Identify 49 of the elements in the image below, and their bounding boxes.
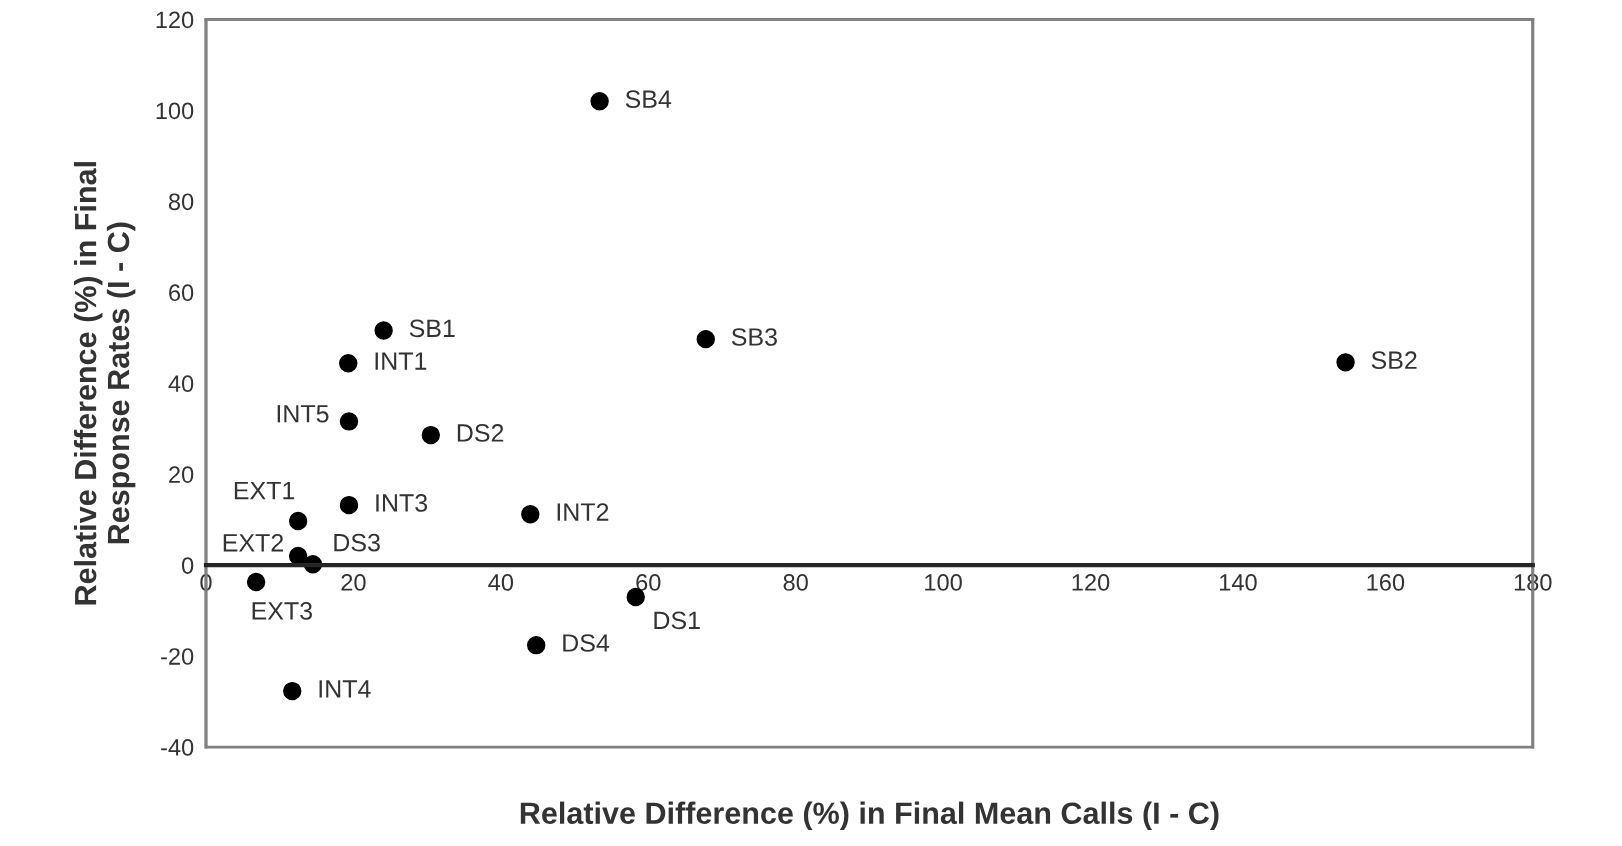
y-tick-label: 80	[168, 193, 194, 211]
annotation: SB4	[625, 90, 672, 109]
annotation: DS4	[563, 634, 610, 652]
y-tick-label: -40	[161, 739, 194, 756]
x-tick-label: 100	[925, 574, 962, 591]
point	[339, 495, 359, 515]
annotation: DS1	[654, 611, 700, 630]
point	[283, 681, 302, 701]
annotation: INT2	[557, 503, 609, 521]
annotation: SB2	[1371, 351, 1417, 370]
point	[527, 635, 546, 655]
y-tick-label: 0	[181, 557, 194, 574]
x-tick-label: 160	[1367, 574, 1405, 591]
point	[246, 572, 266, 592]
point	[421, 425, 440, 445]
annotation: DS2	[457, 424, 504, 442]
annotation: INT1	[375, 352, 427, 370]
point	[339, 412, 359, 431]
x-tick-label: 40	[488, 574, 514, 591]
point	[339, 354, 358, 373]
annotation: SB3	[731, 328, 777, 346]
y-tick-label: 60	[169, 284, 194, 302]
x-tick-label: 140	[1220, 574, 1257, 591]
point	[521, 505, 540, 524]
y-tick-label: 20	[169, 466, 194, 483]
annotation: INT5	[277, 405, 329, 423]
x-tick-label: 80	[783, 574, 808, 591]
y-tick-label: 100	[156, 102, 194, 120]
point	[288, 511, 308, 531]
y-tick-label: 120	[156, 11, 194, 29]
x-tick-label: 120	[1072, 574, 1110, 591]
x-tick-label: 20	[341, 574, 366, 591]
annotation: INT4	[319, 680, 371, 698]
point	[1336, 353, 1355, 372]
annotation: EXT1	[234, 481, 295, 500]
annotation: EXT2	[223, 533, 283, 552]
point	[374, 321, 393, 340]
point	[696, 329, 715, 349]
x-axis-title: Relative Difference (%) in Final Mean Calls (I - C)	[520, 801, 1219, 831]
annotation: EXT3	[252, 602, 312, 620]
x-tick-label: 60	[636, 574, 661, 591]
annotation: SB1	[409, 319, 455, 338]
point	[590, 92, 609, 111]
y-axis-title: Relative Difference (%) in Final Response Rates (I - C)	[73, 162, 136, 605]
y-tick-label: 40	[168, 375, 194, 393]
annotation: INT3	[376, 494, 428, 512]
annotation: DS3	[334, 533, 380, 552]
point	[288, 546, 308, 566]
y-tick-label: -20	[161, 648, 194, 665]
